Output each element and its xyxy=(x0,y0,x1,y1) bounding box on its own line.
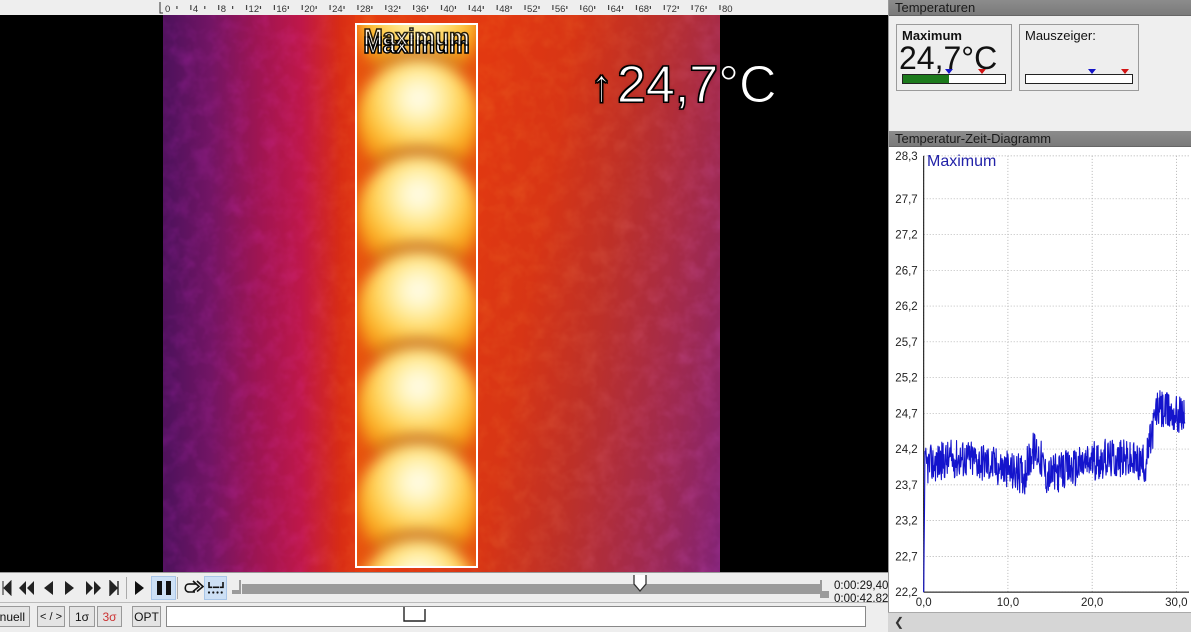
svg-text:27,7: 27,7 xyxy=(895,194,917,206)
svg-text:64: 64 xyxy=(611,4,622,15)
svg-text:68: 68 xyxy=(638,4,649,15)
svg-text:22,7: 22,7 xyxy=(895,551,917,563)
svg-text:25,2: 25,2 xyxy=(895,373,917,385)
svg-text:24,7: 24,7 xyxy=(895,408,917,420)
svg-text:30,0: 30,0 xyxy=(1165,597,1187,609)
svg-text:10,0: 10,0 xyxy=(997,597,1019,609)
svg-text:72: 72 xyxy=(666,4,677,15)
svg-text:36: 36 xyxy=(416,4,427,15)
svg-text:16: 16 xyxy=(276,4,287,15)
svg-text:20,0: 20,0 xyxy=(1081,597,1103,609)
svg-text:40: 40 xyxy=(444,4,455,15)
svg-text:0: 0 xyxy=(165,4,170,15)
svg-text:52: 52 xyxy=(527,4,538,15)
svg-text:28: 28 xyxy=(360,4,371,15)
svg-text:80: 80 xyxy=(722,4,733,15)
svg-text:32: 32 xyxy=(388,4,399,15)
svg-text:0,0: 0,0 xyxy=(916,597,932,609)
svg-text:12: 12 xyxy=(249,4,260,15)
svg-text:24,2: 24,2 xyxy=(895,444,917,456)
svg-text:24: 24 xyxy=(332,4,343,15)
svg-text:76: 76 xyxy=(694,4,705,15)
svg-text:26,2: 26,2 xyxy=(895,301,917,313)
svg-text:44: 44 xyxy=(471,4,482,15)
svg-text:28,3: 28,3 xyxy=(895,151,917,163)
svg-text:4: 4 xyxy=(193,4,198,15)
svg-text:20: 20 xyxy=(304,4,315,15)
svg-text:23,7: 23,7 xyxy=(895,480,917,492)
svg-text:26,7: 26,7 xyxy=(895,265,917,277)
svg-text:25,7: 25,7 xyxy=(895,337,917,349)
svg-text:27,2: 27,2 xyxy=(895,230,917,242)
svg-text:8: 8 xyxy=(221,4,226,15)
svg-text:23,2: 23,2 xyxy=(895,516,917,528)
svg-text:48: 48 xyxy=(499,4,510,15)
svg-text:56: 56 xyxy=(555,4,566,15)
svg-text:60: 60 xyxy=(583,4,594,15)
svg-text:22,2: 22,2 xyxy=(895,587,917,599)
